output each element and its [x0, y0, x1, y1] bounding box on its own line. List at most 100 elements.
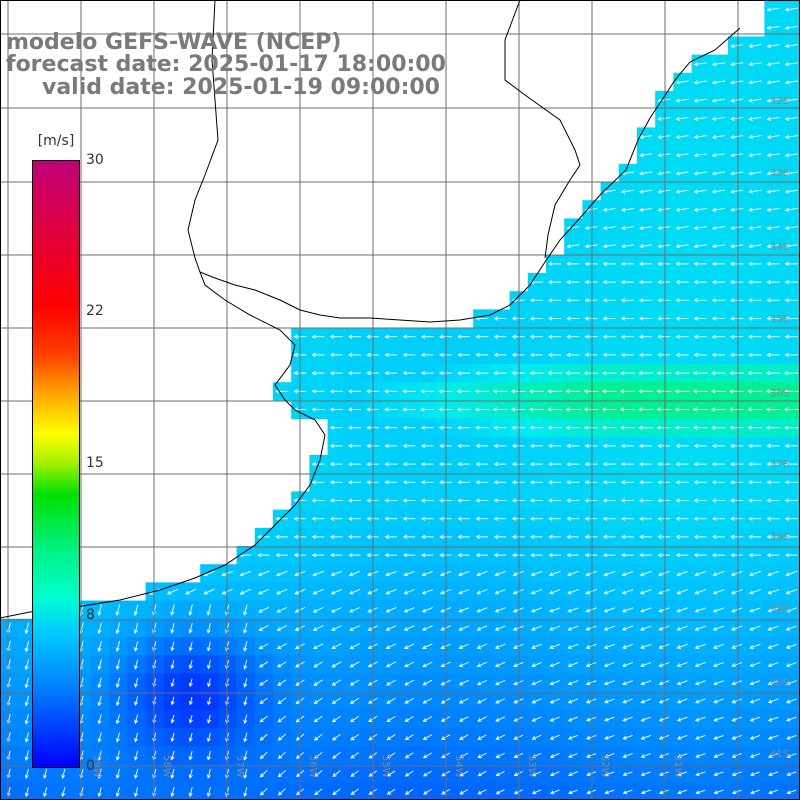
wind-arrow [657, 261, 671, 266]
wind-arrow [206, 732, 211, 743]
wind-arrow [24, 750, 29, 761]
lat-label: 33S [770, 168, 789, 179]
wind-arrow [529, 371, 544, 376]
wind-arrow [476, 661, 488, 668]
wind-arrow [331, 697, 342, 704]
wind-arrow [786, 771, 797, 777]
wind-arrow [548, 316, 562, 321]
wind-arrow [657, 298, 671, 303]
wind-arrow [730, 43, 744, 49]
wind-arrow [170, 641, 175, 652]
wind-arrow [639, 189, 653, 194]
wind-arrow [457, 498, 470, 503]
wind-arrow [622, 680, 633, 686]
wind-arrow [531, 643, 542, 649]
wind-arrow [402, 352, 416, 357]
wind-arrow [329, 425, 343, 430]
wind-arrow [97, 732, 102, 743]
wind-arrow [675, 80, 689, 85]
wind-arrow [386, 697, 396, 704]
wind-arrow [621, 570, 634, 577]
wind-arrow [311, 352, 325, 357]
wind-arrow [385, 625, 397, 631]
wind-arrow [531, 752, 542, 758]
wind-arrow [622, 734, 633, 740]
wind-arrow [784, 98, 798, 103]
wind-arrow [767, 698, 779, 704]
wind-arrow [730, 534, 743, 539]
wind-arrow [767, 734, 779, 740]
wind-arrow [675, 480, 689, 485]
wind-arrow [257, 570, 270, 577]
wind-arrow [420, 407, 434, 412]
wind-arrow [402, 443, 416, 448]
wind-arrow [784, 43, 798, 49]
wind-arrow [385, 588, 397, 595]
wind-arrow [748, 298, 762, 303]
wind-arrow [658, 625, 670, 631]
wind-arrow [206, 750, 211, 761]
wind-arrow [43, 787, 48, 798]
wind-arrow [766, 7, 780, 12]
wind-arrow [477, 716, 487, 722]
wind-arrow [97, 750, 102, 761]
wind-arrow [620, 371, 635, 376]
lon-label: 51W [672, 755, 683, 778]
wind-arrow [730, 589, 743, 595]
wind-arrow [384, 516, 398, 521]
wind-arrow [620, 334, 634, 339]
wind-arrow [766, 153, 780, 158]
wind-arrow [620, 189, 634, 194]
wind-arrow [493, 316, 507, 321]
wind-arrow [639, 280, 653, 285]
atlantic-coastline [0, 27, 741, 619]
wind-arrow [730, 207, 744, 212]
wind-arrow [349, 643, 360, 650]
wind-arrow [766, 334, 780, 339]
wind-arrow [402, 425, 416, 430]
wind-arrow [548, 516, 561, 521]
wind-arrow [188, 660, 193, 670]
wind-arrow [766, 62, 780, 67]
wind-arrow [784, 25, 798, 30]
wind-arrow [331, 625, 342, 631]
colorbar-tick-30: 30 [86, 152, 104, 168]
wind-arrow [657, 244, 671, 249]
wind-arrow [693, 261, 707, 266]
wind-arrow [659, 789, 669, 795]
wind-arrow [188, 750, 193, 761]
wind-arrow [567, 607, 579, 613]
wind-arrow [420, 334, 434, 339]
wind-arrow [622, 698, 633, 704]
wind-arrow [622, 662, 634, 668]
wind-arrow [312, 625, 324, 631]
wind-arrow [568, 771, 578, 777]
wind-arrow [422, 698, 433, 704]
wind-arrow [259, 661, 269, 668]
title-model: modelo GEFS-WAVE (NCEP) [6, 30, 342, 55]
wind-arrow [203, 588, 215, 595]
wind-arrow [784, 225, 798, 231]
wind-arrow [712, 589, 725, 595]
wind-arrow [476, 589, 488, 595]
wind-arrow [457, 534, 470, 539]
wind-arrow [658, 734, 670, 740]
wind-arrow [731, 734, 742, 740]
wind-arrow [170, 696, 175, 706]
wind-arrow [766, 25, 780, 30]
wind-arrow [528, 407, 544, 412]
wind-arrow [421, 534, 434, 539]
wind-arrow [639, 443, 653, 448]
wind-arrow [638, 407, 654, 412]
wind-arrow [188, 641, 193, 652]
wind-arrow [695, 698, 706, 704]
wind-arrow [711, 425, 726, 430]
wind-arrow [402, 480, 416, 485]
wind-arrow [331, 661, 342, 668]
wind-arrow [170, 660, 175, 670]
wind-arrow [115, 787, 120, 798]
wind-arrow [785, 680, 797, 686]
wind-arrow [421, 570, 434, 577]
wind-arrow [786, 698, 797, 704]
wind-arrow [495, 698, 506, 704]
